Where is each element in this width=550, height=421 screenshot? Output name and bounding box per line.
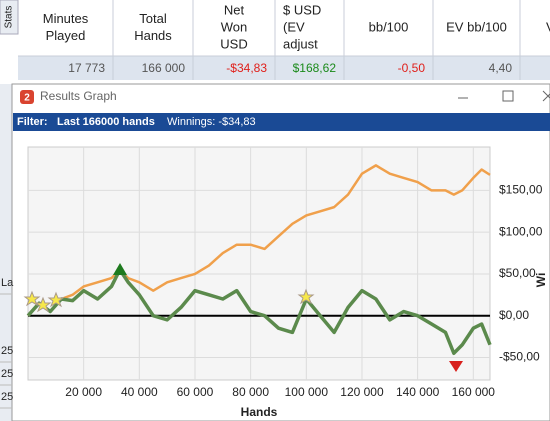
background-cell: 25 — [1, 345, 13, 357]
cell-value: -$34,83 — [226, 61, 267, 75]
x-axis-label: Hands — [241, 405, 278, 419]
y-axis-label: Wi — [534, 273, 548, 288]
column-header: V — [546, 19, 550, 34]
close-button[interactable] — [542, 90, 550, 102]
filter-value: Last 166000 hands — [57, 116, 155, 128]
background-cell: 25 — [1, 391, 13, 403]
star-marker — [34, 296, 52, 313]
cell-value: 166 000 — [142, 61, 186, 75]
filter-bar — [13, 113, 550, 131]
x-tick-label: 40 000 — [121, 385, 158, 399]
column-header: Won — [221, 19, 248, 34]
x-tick-label: 100 000 — [285, 385, 329, 399]
y-tick-label: $50,00 — [499, 266, 536, 280]
cell-value: 17 773 — [68, 61, 105, 75]
x-tick-label: 160 000 — [452, 385, 496, 399]
background-cell: 25 — [1, 368, 13, 380]
window-title: Results Graph — [40, 89, 117, 103]
y-tick-label: -$50,00 — [499, 350, 540, 364]
column-header: Played — [46, 28, 86, 43]
y-tick-label: $150,00 — [499, 183, 543, 197]
maximize-button[interactable] — [502, 90, 514, 102]
app-icon-label: 2 — [24, 93, 30, 104]
column-header: USD — [220, 36, 247, 51]
min-marker — [449, 361, 463, 372]
app-icon — [20, 90, 34, 104]
filter-label: Filter: — [17, 116, 48, 128]
markers — [23, 263, 463, 372]
column-header: (EV — [283, 19, 305, 34]
x-tick-label: 140 000 — [396, 385, 440, 399]
column-header: Net — [224, 2, 245, 17]
column-header: bb/100 — [369, 19, 409, 34]
y-tick-label: $0,00 — [499, 308, 529, 322]
background-panel — [0, 84, 12, 421]
data-row[interactable] — [18, 56, 550, 80]
y-tick-label: $100,00 — [499, 224, 543, 238]
plot-area — [27, 146, 491, 381]
x-tick-label: 80 000 — [232, 385, 269, 399]
column-header: Minutes — [43, 11, 89, 26]
x-tick-label: 20 000 — [65, 385, 102, 399]
column-header: adjust — [283, 36, 318, 51]
star-marker — [47, 291, 65, 308]
background-cell: La — [1, 277, 14, 289]
series-line — [27, 164, 491, 317]
column-header: Hands — [134, 28, 172, 43]
star-marker — [23, 290, 41, 307]
stats-tab-label: Stats — [4, 6, 15, 29]
cell-value: -0,50 — [398, 61, 426, 75]
stats-tab[interactable] — [0, 0, 19, 35]
cell-value: 4,40 — [489, 61, 513, 75]
x-tick-label: 120 000 — [340, 385, 384, 399]
column-header: $ USD — [283, 2, 321, 17]
series-line — [26, 268, 492, 356]
winnings-label: Winnings: -$34,83 — [167, 116, 256, 128]
x-tick-label: 60 000 — [177, 385, 214, 399]
max-marker — [113, 263, 127, 275]
column-header: Total — [139, 11, 167, 26]
column-header: EV bb/100 — [446, 19, 507, 34]
star-marker — [297, 288, 315, 305]
cell-value: $168,62 — [293, 61, 337, 75]
